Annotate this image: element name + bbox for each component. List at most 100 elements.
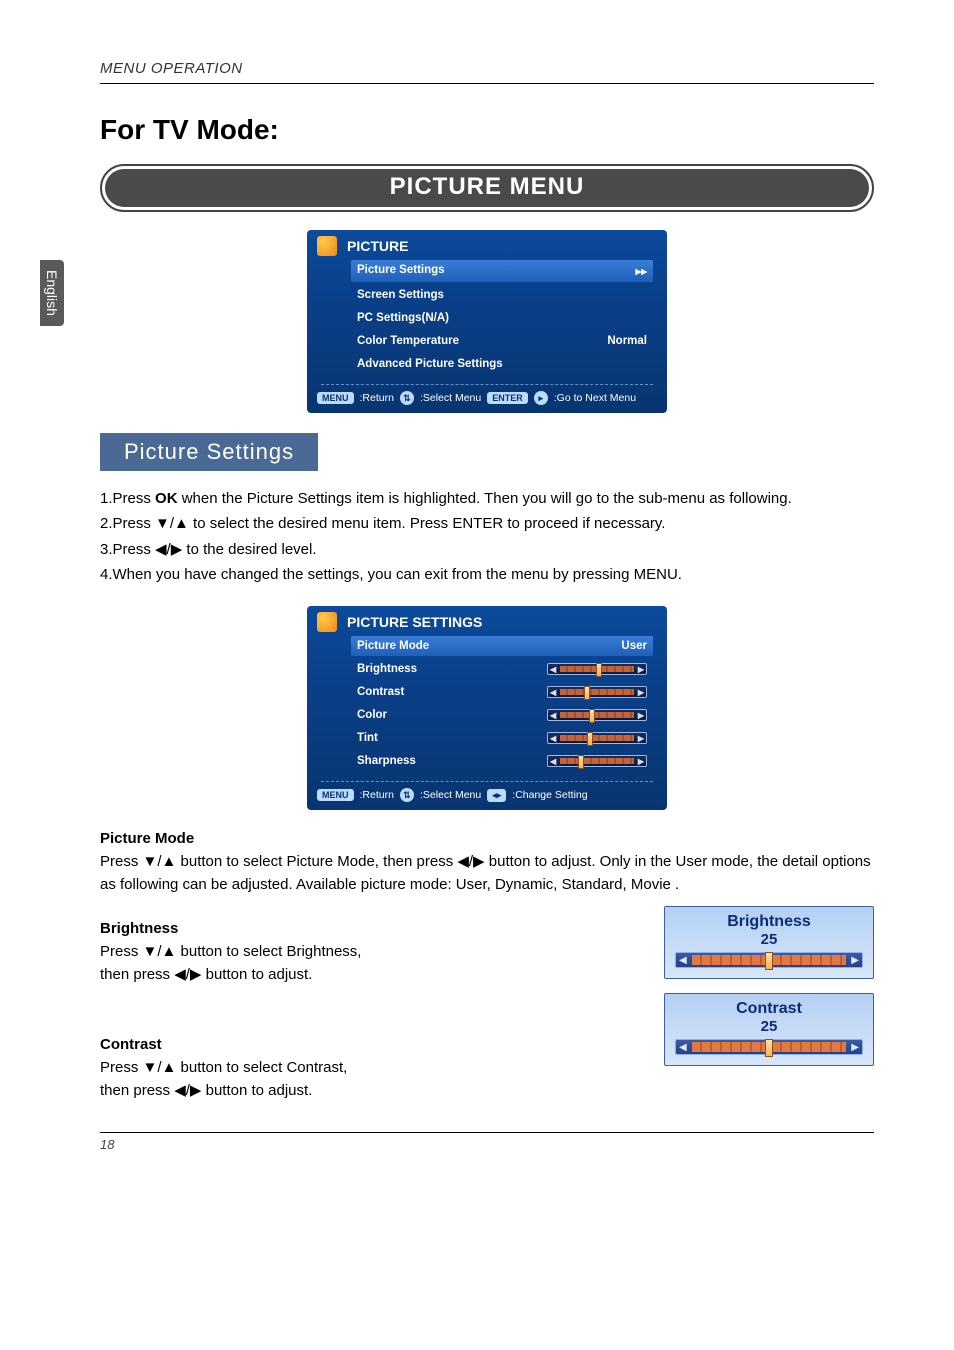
brightness-box-value: 25 <box>675 931 863 948</box>
osd-row: Contrast◀▶ <box>351 682 653 702</box>
osd2-title: PICTURE SETTINGS <box>347 614 482 630</box>
change-label: :Change Setting <box>512 789 587 801</box>
osd-row: Sharpness ◀ ▶ <box>351 751 653 771</box>
brightness-text2: then press ◀/▶ button to adjust. <box>100 964 624 987</box>
brightness-slider: ◀ ▶ <box>675 952 863 968</box>
osd-row: Tint◀▶ <box>351 728 653 748</box>
osd1-footer: MENU :Return ⇅ :Select Menu ENTER ▸ :Go … <box>307 391 667 405</box>
osd2-items: Picture ModeUserBrightness◀▶Contrast◀▶Co… <box>307 636 667 771</box>
sun-icon <box>317 612 337 632</box>
instructions: 1.Press OK when the Picture Settings ite… <box>100 487 874 586</box>
slider-thumb <box>587 732 593 746</box>
banner-pill: PICTURE MENU <box>100 164 874 212</box>
osd-row: Color Temperature Normal <box>351 331 653 351</box>
right-key-icon: ▸ <box>534 391 548 405</box>
contrast-box-title: Contrast <box>675 1000 863 1018</box>
osd-row: Picture Mode User <box>351 636 653 656</box>
main-title: For TV Mode: <box>100 114 874 146</box>
arrow-left-icon: ◀ <box>550 757 556 766</box>
arrow-right-icon: ▶ <box>638 757 644 766</box>
brightness-value-box: Brightness 25 ◀ ▶ <box>664 906 874 979</box>
slider-thumb <box>765 1039 773 1057</box>
sun-icon <box>317 236 337 256</box>
contrast-text2: then press ◀/▶ button to adjust. <box>100 1080 624 1103</box>
menu-key-icon: MENU <box>317 789 354 801</box>
osd-row: Color◀▶ <box>351 705 653 725</box>
arrow-right-icon: ▶ <box>638 665 644 674</box>
arrow-right-icon: ▶ <box>851 955 859 966</box>
contrast-box-value: 25 <box>675 1018 863 1035</box>
page-number: 18 <box>100 1132 874 1152</box>
picture-mode-heading: Picture Mode <box>100 830 874 847</box>
language-tab: English <box>40 260 64 326</box>
arrow-left-icon: ◀ <box>679 1042 687 1053</box>
osd-row-label: Screen Settings <box>357 289 444 301</box>
osd-row: Picture Settings ▸▸ <box>351 260 653 282</box>
osd-row: Screen Settings <box>351 285 653 305</box>
select-label: :Select Menu <box>420 392 481 404</box>
arrow-left-icon: ◀ <box>550 711 556 720</box>
osd-row-label: Picture Settings <box>357 264 445 278</box>
slider-thumb <box>584 686 590 700</box>
osd-row: PC Settings(N/A) <box>351 308 653 328</box>
osd-row: Advanced Picture Settings <box>351 354 653 374</box>
instruction-line: 2.Press ▼/▲ to select the desired menu i… <box>100 512 874 535</box>
arrow-right-icon: ▶ <box>638 688 644 697</box>
select-label: :Select Menu <box>420 789 481 801</box>
osd-slider: ◀▶ <box>547 732 647 744</box>
page-header: MENU OPERATION <box>100 60 874 84</box>
osd-row-label: Color Temperature <box>357 335 459 347</box>
contrast-text1: Press ▼/▲ button to select Contrast, <box>100 1057 624 1080</box>
osd1-title: PICTURE <box>347 238 408 254</box>
osd2-footer: MENU :Return ⇅ :Select Menu ◂▸ :Change S… <box>307 788 667 802</box>
brightness-text1: Press ▼/▲ button to select Brightness, <box>100 941 624 964</box>
brightness-heading: Brightness <box>100 920 624 937</box>
return-label: :Return <box>360 789 394 801</box>
picture-mode-text: Press ▼/▲ button to select Picture Mode,… <box>100 851 874 896</box>
next-label: :Go to Next Menu <box>554 392 636 404</box>
osd-row-label: Brightness <box>357 663 417 675</box>
osd-row-label: Color <box>357 709 387 721</box>
osd-row-value: Normal <box>607 335 647 347</box>
contrast-slider: ◀ ▶ <box>675 1039 863 1055</box>
slider-thumb <box>578 755 584 769</box>
osd-row-value: User <box>621 640 647 652</box>
return-label: :Return <box>360 392 394 404</box>
arrow-left-icon: ◀ <box>550 734 556 743</box>
instruction-line: 1.Press OK when the Picture Settings ite… <box>100 487 874 510</box>
instruction-line: 3.Press ◀/▶ to the desired level. <box>100 538 874 561</box>
osd-row-value: ▸▸ <box>635 264 647 278</box>
arrow-left-icon: ◀ <box>679 955 687 966</box>
osd-row-label: Sharpness <box>357 755 416 767</box>
osd-slider: ◀▶ <box>547 686 647 698</box>
banner-text: PICTURE MENU <box>105 169 869 207</box>
osd-row-label: Contrast <box>357 686 404 698</box>
arrow-left-icon: ◀ <box>550 688 556 697</box>
arrow-left-icon: ◀ <box>550 665 556 674</box>
menu-key-icon: MENU <box>317 392 354 404</box>
updown-key-icon: ⇅ <box>400 788 414 802</box>
osd1-items: Picture Settings ▸▸ Screen Settings PC Sett… <box>307 260 667 374</box>
section-label: Picture Settings <box>100 433 318 471</box>
enter-key-icon: ENTER <box>487 392 528 404</box>
osd-row: Brightness◀▶ <box>351 659 653 679</box>
osd-row-label: PC Settings(N/A) <box>357 312 449 324</box>
contrast-value-box: Contrast 25 ◀ ▶ <box>664 993 874 1066</box>
slider-thumb <box>765 952 773 970</box>
instruction-line: 4.When you have changed the settings, yo… <box>100 563 874 586</box>
osd-row-label: Tint <box>357 732 378 744</box>
osd-slider: ◀▶ <box>547 663 647 675</box>
osd-row-label: Picture Mode <box>357 640 429 652</box>
osd-slider: ◀▶ <box>547 709 647 721</box>
contrast-heading: Contrast <box>100 1036 624 1053</box>
osd-row-label: Advanced Picture Settings <box>357 358 503 370</box>
osd-picture-menu: PICTURE Picture Settings ▸▸ Screen Setting… <box>307 230 667 413</box>
arrow-right-icon: ▶ <box>638 734 644 743</box>
slider-thumb <box>596 663 602 677</box>
updown-key-icon: ⇅ <box>400 391 414 405</box>
leftright-key-icon: ◂▸ <box>487 789 506 802</box>
slider-thumb <box>589 709 595 723</box>
brightness-box-title: Brightness <box>675 913 863 931</box>
arrow-right-icon: ▶ <box>638 711 644 720</box>
arrow-right-icon: ▶ <box>851 1042 859 1053</box>
